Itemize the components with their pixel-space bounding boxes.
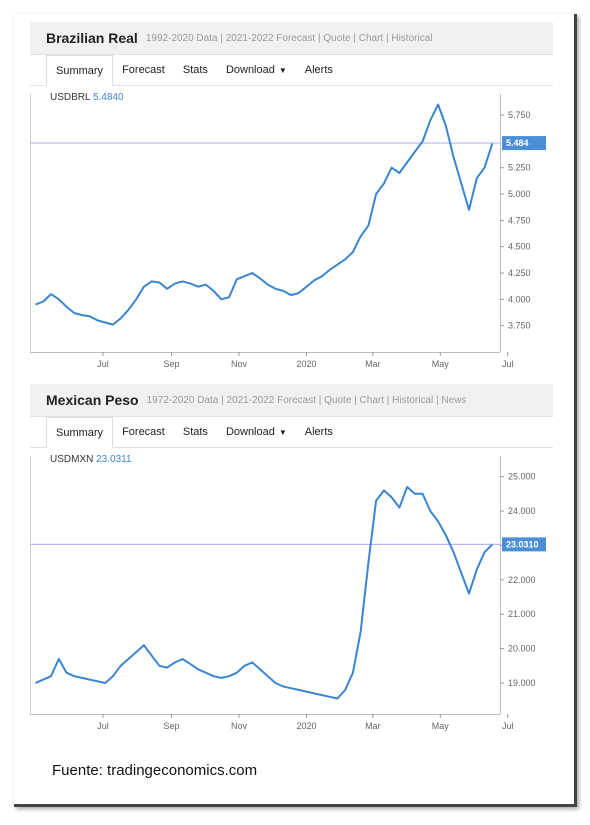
mexican-peso-panel: Mexican Peso 1972-2020 Data | 2021-2022 … xyxy=(30,384,553,738)
tab-stats[interactable]: Stats xyxy=(182,426,208,438)
x-tick-label: Jul xyxy=(502,359,514,369)
y-tick-label: 3.750 xyxy=(508,321,531,331)
usdbrl-chart: 3.750 4.000 4.250 4.500 4.750 5.000 5.250 5.750… xyxy=(30,86,553,376)
caret-down-icon: ▼ xyxy=(278,427,287,437)
panel-subtitle-links[interactable]: 1972-2020 Data | 2021-2022 Forecast | Qu… xyxy=(146,394,467,406)
y-tick-label: 4.500 xyxy=(508,242,531,252)
y-tick-label: 20.000 xyxy=(508,644,536,654)
x-tick-label: Mar xyxy=(365,359,381,369)
tab-forecast[interactable]: Forecast xyxy=(122,426,165,438)
current-price-label: 5.484 xyxy=(506,138,529,148)
usdmxn-chart-svg: 19.00020.00021.00022.00023.00024.00025.0… xyxy=(30,456,546,731)
x-tick-label: Jul xyxy=(97,359,109,369)
y-tick-label: 5.750 xyxy=(508,110,531,120)
tab-alerts[interactable]: Alerts xyxy=(304,426,333,438)
panel-title[interactable]: Brazilian Real xyxy=(46,30,138,46)
panel-title-bar: Brazilian Real 1992-2020 Data | 2021-202… xyxy=(30,22,553,55)
panel-title[interactable]: Mexican Peso xyxy=(46,392,139,408)
y-tick-label: 4.250 xyxy=(508,268,531,278)
series-line xyxy=(35,103,494,326)
current-price-badge xyxy=(502,136,546,151)
source-caption: Fuente: tradingeconomics.com xyxy=(52,762,258,779)
x-tick-label: Jul xyxy=(97,721,109,731)
symbol-value: 5.4840 xyxy=(92,92,124,103)
current-price-label: 23.0310 xyxy=(506,539,539,549)
x-tick-label: Sep xyxy=(164,359,180,369)
tab-download-label: Download xyxy=(225,64,275,76)
usdbrl-chart-svg: 3.750 4.000 4.250 4.500 4.750 5.000 5.250 5.750… xyxy=(30,94,546,369)
y-tick-label: 21.000 xyxy=(508,609,536,619)
x-tick-label: Mar xyxy=(365,721,381,731)
x-tick-label: Jul xyxy=(502,721,514,731)
x-tick-label: Sep xyxy=(164,721,180,731)
tab-bar: Summary Forecast Stats Download ▼ Alerts xyxy=(30,417,553,448)
panel-subtitle-links[interactable]: 1992-2020 Data | 2021-2022 Forecast | Qu… xyxy=(145,32,433,44)
symbol-code: USDBRL xyxy=(50,92,91,103)
brazilian-real-panel: Brazilian Real 1992-2020 Data | 2021-202… xyxy=(30,22,553,376)
x-tick-label: Nov xyxy=(231,359,248,369)
series-line xyxy=(35,486,494,700)
tab-download-label: Download xyxy=(225,426,275,438)
y-tick-label: 4.000 xyxy=(508,294,531,304)
x-tick-label: 2020 xyxy=(296,721,316,731)
tab-stats[interactable]: Stats xyxy=(182,64,208,76)
y-tick-label: 22.000 xyxy=(508,575,536,585)
current-price-badge xyxy=(502,537,546,552)
x-tick-label: May xyxy=(432,721,450,731)
symbol-readout: USDMXN 23.0311 xyxy=(50,454,132,465)
tab-forecast[interactable]: Forecast xyxy=(122,64,165,76)
tab-summary[interactable]: Summary xyxy=(46,417,114,448)
symbol-code: USDMXN xyxy=(50,454,94,465)
x-tick-label: 2020 xyxy=(296,359,316,369)
x-tick-label: May xyxy=(432,359,450,369)
tab-alerts[interactable]: Alerts xyxy=(304,64,333,76)
y-tick-label: 5.250 xyxy=(508,163,531,173)
y-tick-label: 24.000 xyxy=(508,506,536,516)
panel-title-bar: Mexican Peso 1972-2020 Data | 2021-2022 … xyxy=(30,384,553,417)
symbol-readout: USDBRL 5.4840 xyxy=(50,92,124,103)
symbol-value: 23.0311 xyxy=(96,454,132,465)
y-tick-label: 5.000 xyxy=(508,189,531,199)
y-tick-label: 25.000 xyxy=(508,472,536,482)
tab-download[interactable]: Download ▼ xyxy=(217,417,296,447)
x-tick-label: Nov xyxy=(231,721,248,731)
tab-summary[interactable]: Summary xyxy=(46,55,114,86)
y-tick-label: 4.750 xyxy=(508,215,531,225)
caret-down-icon: ▼ xyxy=(278,65,287,75)
tab-download[interactable]: Download ▼ xyxy=(217,55,296,85)
tab-bar: Summary Forecast Stats Download ▼ Alerts xyxy=(30,55,553,86)
usdmxn-chart: 19.00020.00021.00022.00023.00024.00025.0… xyxy=(30,448,553,738)
y-tick-label: 19.000 xyxy=(508,678,536,688)
